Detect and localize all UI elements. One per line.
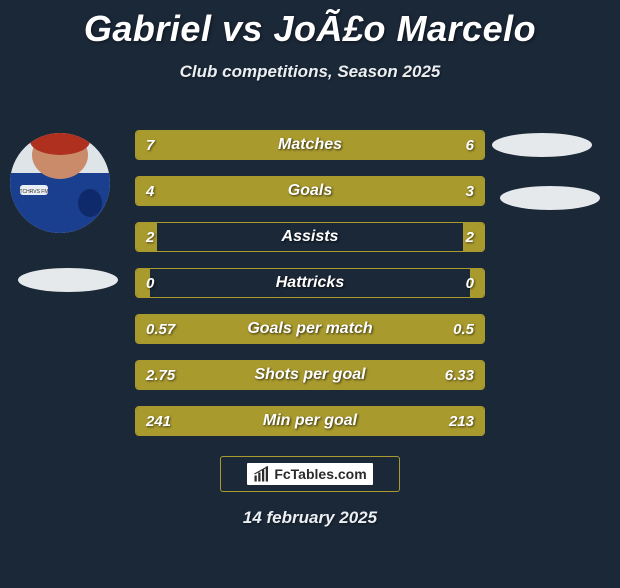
stat-label: Goals	[136, 177, 484, 205]
chart-icon	[253, 465, 271, 483]
stats-table: 76Matches 43Goals 22Assists 00Hattricks 0.57…	[135, 130, 485, 452]
player-right-shadow-2	[500, 186, 600, 210]
subtitle: Club competitions, Season 2025	[0, 62, 620, 82]
stat-label: Hattricks	[136, 269, 484, 297]
branding-text: FcTables.com	[274, 465, 366, 483]
svg-text:TCHRVS FM: TCHRVS FM	[19, 189, 48, 195]
stat-label: Min per goal	[136, 407, 484, 435]
stat-row: 43Goals	[135, 176, 485, 206]
stat-row: 76Matches	[135, 130, 485, 160]
stat-row: 0.570.5Goals per match	[135, 314, 485, 344]
player-left-avatar: TCHRVS FM	[10, 133, 110, 233]
branding-box: FcTables.com	[220, 456, 400, 492]
stat-label: Shots per goal	[136, 361, 484, 389]
stat-label: Goals per match	[136, 315, 484, 343]
stat-row: 2.756.33Shots per goal	[135, 360, 485, 390]
page-title: Gabriel vs JoÃ£o Marcelo	[0, 8, 620, 50]
stat-label: Matches	[136, 131, 484, 159]
stat-row: 00Hattricks	[135, 268, 485, 298]
stat-row: 241213Min per goal	[135, 406, 485, 436]
stat-label: Assists	[136, 223, 484, 251]
player-left-shadow	[18, 268, 118, 292]
date-label: 14 february 2025	[0, 508, 620, 528]
stat-row: 22Assists	[135, 222, 485, 252]
player-right-shadow-1	[492, 133, 592, 157]
